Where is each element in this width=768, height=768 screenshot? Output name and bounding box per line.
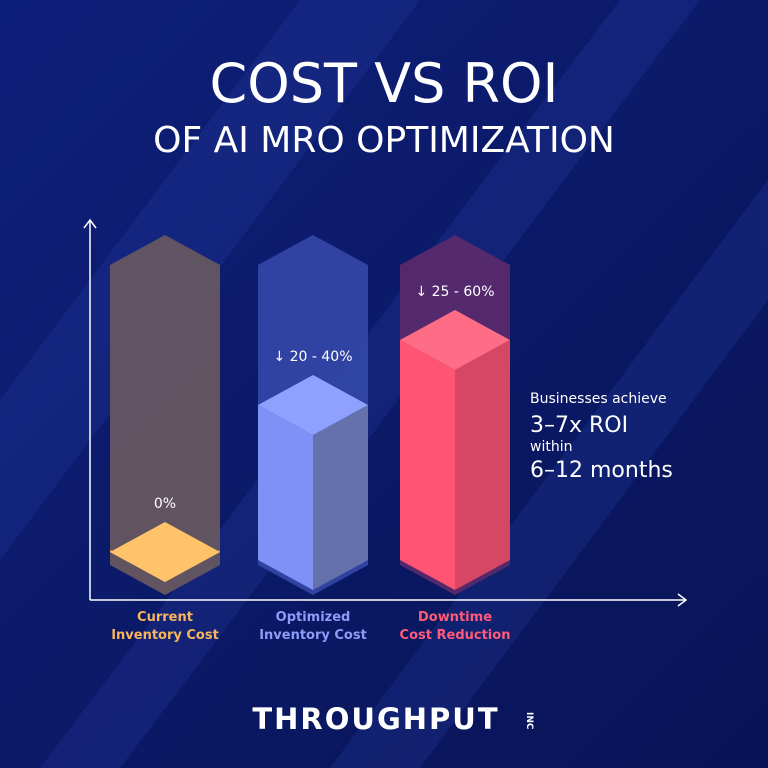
- value-label: 0%: [154, 496, 176, 512]
- category-label: Cost Reduction: [400, 628, 511, 643]
- subtitle: OF AI MRO OPTIMIZATION: [153, 120, 615, 161]
- category-label: Current: [137, 610, 193, 625]
- category-label: Inventory Cost: [259, 628, 367, 643]
- bar-top-face: [400, 310, 510, 370]
- logo: THROUGHPUT: [252, 702, 499, 736]
- category-label: Optimized: [276, 610, 351, 625]
- bar-left-face: [258, 405, 313, 590]
- bars: 0% Current Inventory Cost ↓ 20 - 40% Optimiz…: [110, 235, 510, 643]
- bar-top-face: [258, 375, 368, 435]
- bar-top-face: [110, 522, 220, 582]
- bar-right-face: [313, 405, 368, 590]
- callout-highlight: 6–12 months: [530, 458, 673, 483]
- callout-highlight: 3–7x ROI: [530, 413, 628, 438]
- bar-background: [110, 235, 220, 595]
- callout-line: Businesses achieve: [530, 391, 667, 407]
- logo-suffix: INC: [524, 712, 534, 730]
- value-label: ↓ 25 - 60%: [415, 284, 494, 300]
- category-label: Downtime: [418, 610, 492, 625]
- axes: [83, 218, 688, 607]
- bar-left-face: [400, 340, 455, 590]
- callout-line: within: [530, 439, 572, 455]
- value-label: ↓ 20 - 40%: [273, 349, 352, 365]
- bar-right-face: [455, 340, 510, 590]
- category-label: Inventory Cost: [111, 628, 219, 643]
- title: COST VS ROI: [210, 52, 559, 115]
